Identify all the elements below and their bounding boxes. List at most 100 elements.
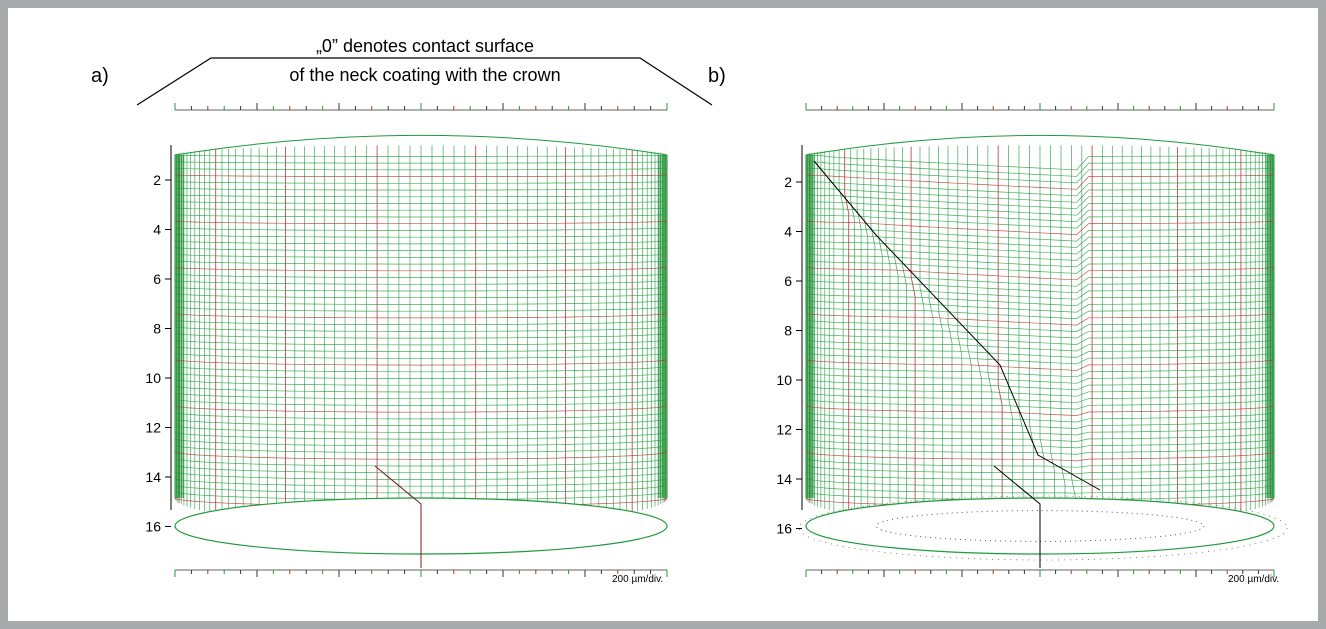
depth-tick-label: 8 (784, 323, 792, 339)
mesh-ring (174, 372, 668, 379)
mesh-ring (174, 359, 668, 366)
mesh-ring (805, 451, 1275, 462)
mesh-meridian (997, 145, 1003, 526)
mesh-ring (805, 247, 1275, 261)
mesh-ring (805, 273, 1275, 287)
mesh-ring (805, 240, 1275, 255)
mesh-ring (805, 464, 1275, 475)
panel-b-depth-axis: 2 4 6 8 10 12 14 16 (776, 145, 803, 537)
depth-tick-label: 2 (784, 174, 792, 190)
mesh-ring (805, 458, 1275, 468)
panel-b-scale-label: 200 µm/div. (1228, 574, 1279, 585)
mesh-ring (805, 444, 1275, 455)
mesh-ring (174, 174, 668, 177)
mesh-meridian (844, 149, 850, 514)
mesh-ring (174, 431, 668, 440)
panel-a-scale-label: 200 µm/div. (612, 574, 663, 585)
mesh-ring (805, 233, 1275, 248)
mesh-ring (174, 484, 668, 494)
panel-b-cylinder-mesh (798, 134, 1288, 568)
mesh-ring (174, 438, 668, 447)
mesh-ring (805, 359, 1275, 371)
mesh-ring (805, 260, 1275, 274)
mesh-ring (174, 339, 668, 346)
mesh-ring (174, 451, 668, 460)
mesh-ring (174, 326, 668, 332)
mesh-top-rim (805, 134, 1275, 156)
mesh-ring (174, 444, 668, 453)
mesh-ring (174, 464, 668, 474)
mesh-ring (805, 431, 1275, 442)
mesh-ring (805, 352, 1275, 365)
depth-tick-label: 16 (776, 521, 792, 537)
mesh-meridian (1008, 145, 1013, 526)
mesh-meridian (877, 147, 883, 519)
depth-tick-label: 4 (153, 222, 161, 238)
mesh-ring (805, 266, 1275, 281)
mesh-ring (805, 286, 1275, 300)
mesh-meridian (928, 146, 934, 523)
mesh-ring (805, 174, 1275, 190)
depth-tick-label: 4 (784, 224, 792, 240)
mesh-ring (805, 438, 1275, 449)
mesh-ring (805, 299, 1275, 313)
mesh-ring (805, 253, 1275, 268)
mesh-ring (805, 365, 1275, 378)
mesh-ring (174, 332, 668, 339)
mesh-ring (174, 385, 668, 393)
mesh-ring (174, 313, 668, 319)
mesh-ring (805, 405, 1275, 416)
depth-tick-label: 10 (145, 370, 161, 386)
mesh-ring (805, 484, 1275, 494)
mesh-ring (805, 154, 1275, 171)
depth-tick-label: 6 (153, 271, 161, 287)
mesh-ring (174, 471, 668, 480)
mesh-ring (174, 161, 668, 164)
mesh-meridian (856, 148, 862, 516)
panel-a-cylinder-mesh (174, 134, 668, 568)
depth-tick-label: 12 (776, 422, 792, 438)
probe-line (993, 465, 1041, 568)
mesh-ring (805, 207, 1275, 223)
mesh-ring (805, 161, 1275, 177)
mesh-ring (174, 247, 668, 251)
mesh-ring (174, 477, 668, 487)
mesh-ring (174, 273, 668, 278)
mesh-meridian (1039, 145, 1045, 526)
mesh-ring (174, 181, 668, 184)
mesh-ring (174, 167, 668, 171)
mesh-ring (174, 299, 668, 305)
mesh-ring (805, 385, 1275, 397)
mesh-ring (805, 220, 1275, 235)
mesh-ring (174, 187, 668, 191)
mesh-ring (805, 398, 1275, 410)
mesh-ring (805, 280, 1275, 294)
mesh-ring (805, 200, 1275, 216)
mesh-meridian (938, 146, 943, 524)
annotation-line-2: of the neck coating with the crown (289, 65, 560, 85)
depth-tick-label: 14 (145, 469, 161, 485)
mesh-ring (805, 293, 1275, 307)
mesh-ring (805, 319, 1275, 332)
mesh-meridian (838, 150, 844, 513)
mesh-ring (174, 346, 668, 352)
panel-b: b) 2 4 6 8 10 12 14 16 200 µm/div. (708, 65, 1288, 585)
panel-b-rulers (805, 103, 1275, 577)
mesh-ring (174, 280, 668, 285)
mesh-ring (174, 200, 668, 204)
mesh-meridian (1050, 145, 1055, 526)
mesh-ring (805, 194, 1275, 210)
mesh-ring (174, 319, 668, 326)
depth-tick-label: 12 (145, 420, 161, 436)
panel-b-label: b) (708, 65, 726, 87)
mesh-ring (174, 240, 668, 245)
panel-a-rulers (174, 103, 668, 577)
mesh-ring (174, 418, 668, 426)
mesh-meridian (850, 149, 856, 515)
panel-a: a) 2 4 6 8 10 12 14 16 200 µm/div. (91, 65, 668, 585)
depth-tick-label: 16 (145, 519, 161, 535)
panel-a-label: a) (91, 65, 109, 87)
mesh-meridian (919, 146, 925, 522)
mesh-ring (174, 458, 668, 467)
mesh-meridian (893, 147, 899, 520)
